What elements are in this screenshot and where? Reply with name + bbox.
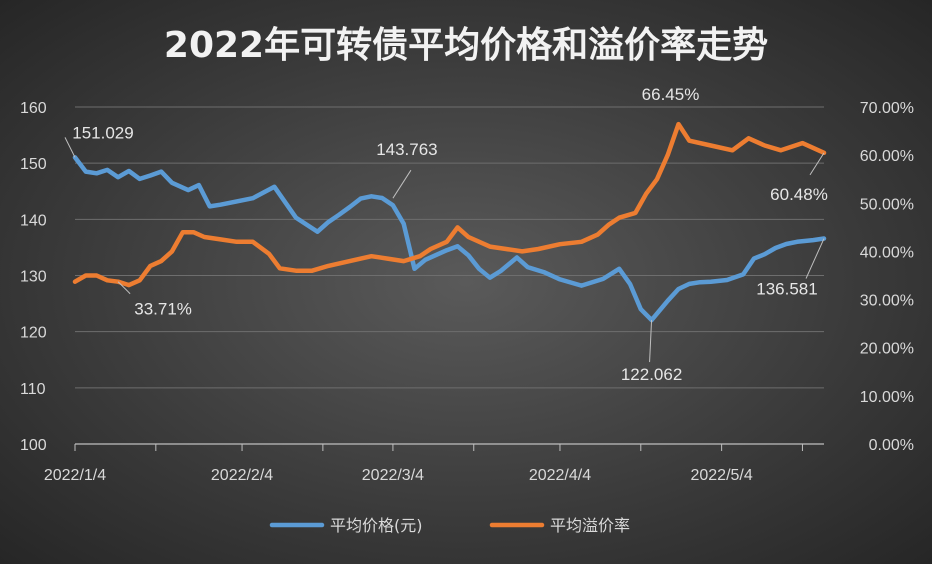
y-right-tick-label: 70.00%	[860, 100, 914, 117]
series-line-price	[72, 155, 827, 323]
chart-title: 2022年可转债平均价格和溢价率走势	[164, 25, 768, 66]
y-right-tick-label: 40.00%	[860, 244, 914, 261]
annotation-leader	[805, 238, 825, 279]
data-label: 60.48%	[770, 185, 828, 204]
annotation-leader	[117, 281, 131, 295]
x-tick-label: 2022/3/4	[362, 467, 424, 484]
y-right-tick-label: 0.00%	[869, 437, 914, 454]
y-right-tick-label: 50.00%	[860, 196, 914, 213]
axis-layer: 100 110 120 130 140 150 160 0.00% 10.00% 20.00% 30…	[20, 100, 914, 484]
y-left-tick-label: 160	[20, 100, 47, 117]
y-right-tick-label: 30.00%	[860, 293, 914, 310]
series-layer	[72, 121, 827, 323]
y-left-tick-label: 100	[20, 437, 47, 454]
annotation-leader	[809, 152, 825, 176]
y-right-tick-label: 60.00%	[860, 148, 914, 165]
data-label: 151.029	[72, 123, 133, 142]
x-tick-label: 2022/1/4	[44, 467, 106, 484]
legend-label-price: 平均价格(元)	[330, 516, 423, 535]
y-left-tick-label: 120	[20, 325, 47, 342]
annotation-leader	[392, 169, 412, 199]
x-tick-label: 2022/4/4	[529, 467, 591, 484]
data-label: 143.763	[376, 140, 437, 159]
legend-label-premium: 平均溢价率	[550, 516, 630, 535]
annotation-leader	[64, 137, 76, 158]
y-left-tick-label: 150	[20, 156, 47, 173]
y-left-tick-label: 130	[20, 269, 47, 286]
legend: 平均价格(元) 平均溢价率	[269, 516, 630, 535]
annotation-layer: 151.029 143.763 122.062 136.581 33.71% 66.45%…	[64, 85, 828, 384]
x-tick-label: 2022/5/4	[690, 467, 752, 484]
series-line-premium	[72, 121, 827, 288]
y-left-tick-label: 140	[20, 212, 47, 229]
y-right-tick-label: 10.00%	[860, 389, 914, 406]
data-label: 122.062	[621, 365, 682, 384]
data-label: 136.581	[756, 280, 817, 299]
annotation-leader	[649, 320, 653, 363]
grid-layer	[75, 106, 824, 445]
y-right-tick-label: 20.00%	[860, 341, 914, 358]
data-label: 33.71%	[134, 300, 192, 319]
x-tick-label: 2022/2/4	[211, 467, 273, 484]
data-label: 66.45%	[642, 85, 700, 104]
y-left-tick-label: 110	[20, 381, 46, 398]
